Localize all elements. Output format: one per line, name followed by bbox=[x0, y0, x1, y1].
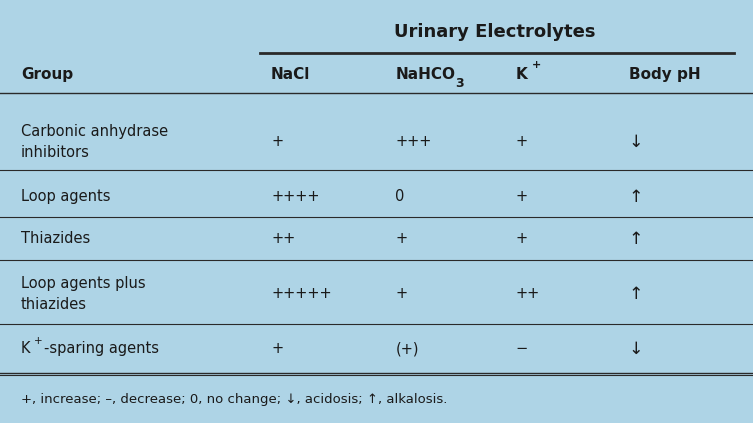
Text: +: + bbox=[271, 341, 283, 357]
Text: Loop agents: Loop agents bbox=[21, 189, 111, 204]
Text: Loop agents plus: Loop agents plus bbox=[21, 276, 146, 291]
Text: +: + bbox=[395, 231, 407, 247]
Text: +: + bbox=[271, 134, 283, 149]
Text: +: + bbox=[516, 189, 528, 204]
Text: 3: 3 bbox=[455, 77, 463, 90]
Text: Urinary Electrolytes: Urinary Electrolytes bbox=[395, 23, 596, 41]
Text: ↓: ↓ bbox=[629, 133, 643, 151]
Text: +: + bbox=[516, 231, 528, 247]
Text: NaCl: NaCl bbox=[271, 66, 310, 82]
Text: Carbonic anhydrase: Carbonic anhydrase bbox=[21, 124, 168, 139]
Text: ++: ++ bbox=[516, 286, 540, 302]
Text: −: − bbox=[516, 341, 528, 357]
Text: ++++: ++++ bbox=[271, 189, 319, 204]
Text: ↑: ↑ bbox=[629, 230, 643, 248]
Text: ++: ++ bbox=[271, 231, 295, 247]
Text: thiazides: thiazides bbox=[21, 297, 87, 312]
Text: +: + bbox=[395, 286, 407, 302]
Text: ↑: ↑ bbox=[629, 188, 643, 206]
Text: -sparing agents: -sparing agents bbox=[44, 341, 159, 357]
Text: Thiazides: Thiazides bbox=[21, 231, 90, 247]
Text: ↓: ↓ bbox=[629, 340, 643, 358]
Text: ↑: ↑ bbox=[629, 285, 643, 303]
Text: 0: 0 bbox=[395, 189, 404, 204]
Text: (+): (+) bbox=[395, 341, 419, 357]
Text: +++: +++ bbox=[395, 134, 431, 149]
Text: inhibitors: inhibitors bbox=[21, 145, 90, 160]
Text: +: + bbox=[516, 134, 528, 149]
Text: +: + bbox=[532, 60, 541, 70]
Text: +++++: +++++ bbox=[271, 286, 332, 302]
Text: NaHCO: NaHCO bbox=[395, 66, 456, 82]
Text: +: + bbox=[34, 336, 42, 346]
Text: Body pH: Body pH bbox=[629, 66, 700, 82]
Text: +, increase; –, decrease; 0, no change; ↓, acidosis; ↑, alkalosis.: +, increase; –, decrease; 0, no change; … bbox=[21, 393, 447, 406]
Text: Group: Group bbox=[21, 66, 73, 82]
Text: K: K bbox=[516, 66, 528, 82]
Text: K: K bbox=[21, 341, 31, 357]
